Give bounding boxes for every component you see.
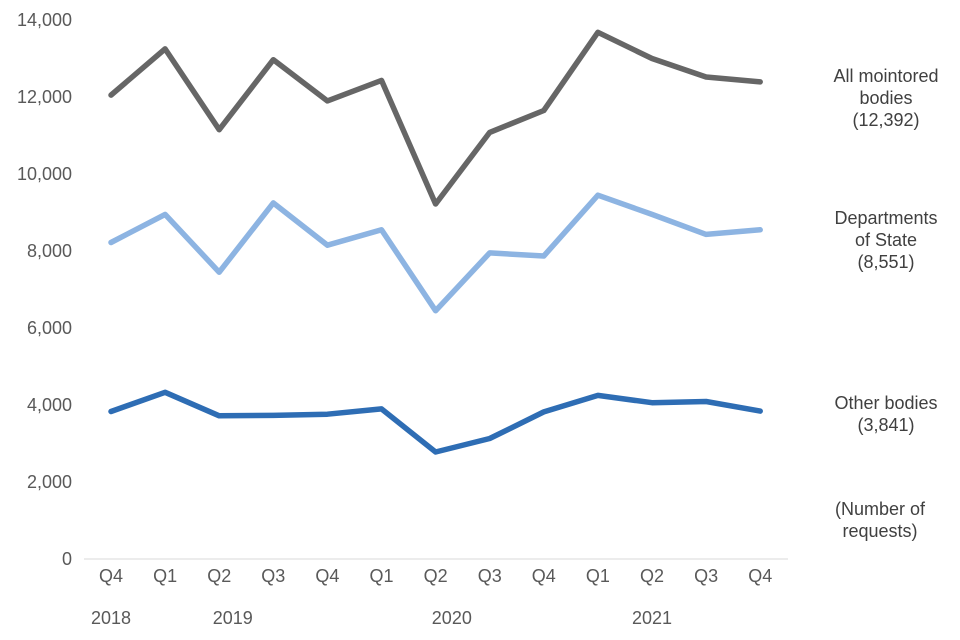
y-tick-label: 4,000 <box>27 395 72 415</box>
x-tick-label: Q2 <box>640 566 664 586</box>
x-tick-label: Q1 <box>369 566 393 586</box>
x-tick-label: Q1 <box>153 566 177 586</box>
x-axis-year-labels: 2018 2019 2020 2021 <box>91 608 672 628</box>
year-label: 2021 <box>632 608 672 628</box>
series-lines <box>108 29 763 455</box>
x-tick-label: Q1 <box>586 566 610 586</box>
y-tick-label: 6,000 <box>27 318 72 338</box>
x-tick-label: Q4 <box>748 566 772 586</box>
year-label: 2020 <box>432 608 472 628</box>
unit-note: (Number of requests) <box>835 499 926 541</box>
x-tick-label: Q3 <box>478 566 502 586</box>
x-axis-tick-labels: Q4 Q1 Q2 Q3 Q4 Q1 Q2 Q3 Q4 Q1 Q2 Q3 Q4 <box>99 566 772 586</box>
x-tick-label: Q4 <box>532 566 556 586</box>
series-label-2: Departments of State (8,551) <box>834 208 937 272</box>
y-tick-label: 8,000 <box>27 241 72 261</box>
x-tick-label: Q3 <box>261 566 285 586</box>
y-tick-label: 0 <box>62 549 72 569</box>
series-labels: All mointored bodies (12,392) Departments of… <box>833 66 938 435</box>
series-line-3 <box>108 389 763 455</box>
series-line-2 <box>108 192 763 314</box>
x-tick-label: Q2 <box>424 566 448 586</box>
x-tick-label: Q4 <box>99 566 123 586</box>
year-label: 2019 <box>213 608 253 628</box>
series-label-1: All mointored bodies (12,392) <box>833 66 938 130</box>
y-tick-label: 10,000 <box>17 164 72 184</box>
y-tick-label: 12,000 <box>17 87 72 107</box>
series-label-3: Other bodies (3,841) <box>834 393 937 435</box>
x-tick-label: Q2 <box>207 566 231 586</box>
series-line-1 <box>108 29 763 207</box>
x-tick-label: Q3 <box>694 566 718 586</box>
y-tick-label: 2,000 <box>27 472 72 492</box>
year-label: 2018 <box>91 608 131 628</box>
y-axis-tick-labels: 0 2,000 4,000 6,000 8,000 10,000 12,000 14,000 <box>17 10 72 569</box>
x-tick-label: Q4 <box>315 566 339 586</box>
y-tick-label: 14,000 <box>17 10 72 30</box>
